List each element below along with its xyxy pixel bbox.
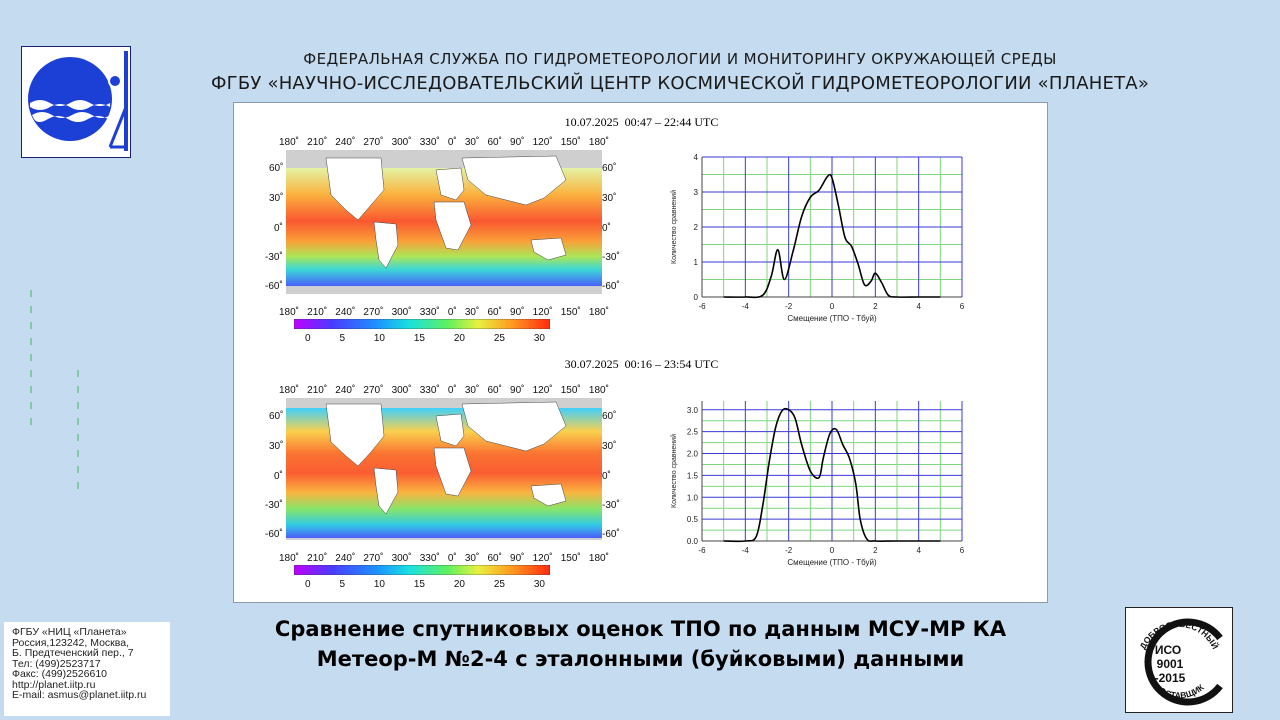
sst-field-1 xyxy=(286,150,602,302)
y-tick-label: 2 xyxy=(694,223,699,232)
series-line xyxy=(723,407,941,543)
planeta-logo xyxy=(21,46,131,158)
series-line xyxy=(723,173,941,299)
y-tick-label: 0.0 xyxy=(687,537,699,546)
contact-email[interactable]: E-mail: asmus@planet.iitp.ru xyxy=(12,689,147,701)
sst-field-2 xyxy=(286,398,602,550)
colorbar-2 xyxy=(294,565,550,575)
caption-line-2: Метеор-М №2-4 с эталонными (буйковыми) д… xyxy=(316,647,965,671)
y-tick-label: 4 xyxy=(694,153,699,162)
y-tick-label: 0.5 xyxy=(687,515,699,524)
contact-info: ФГБУ «НИЦ «Планета» Россия,123242, Москв… xyxy=(4,622,170,716)
y-axis-label: Количество сравнений xyxy=(670,190,678,264)
y-tick-label: 0 xyxy=(694,293,699,302)
x-tick-label: 2 xyxy=(873,302,878,311)
x-tick-label: -2 xyxy=(785,546,793,555)
x-tick-label: 4 xyxy=(916,546,921,555)
contact-line: Тел: (499)2523717 xyxy=(12,657,101,670)
colorbar-1 xyxy=(294,319,550,329)
map-lon-ticks-top: 180˚ 210˚ 240˚ 270˚ 300˚ 330˚ 0˚ 30˚ 60˚ 90˚ 120˚ 1… xyxy=(279,137,609,148)
x-tick-label: 6 xyxy=(960,546,965,555)
x-tick-label: 0 xyxy=(830,302,835,311)
y-tick-label: 3.0 xyxy=(687,406,699,415)
x-tick-label: -6 xyxy=(698,546,706,555)
x-tick-label: -4 xyxy=(742,302,750,311)
sst-map-1: 180˚ 210˚ 240˚ 270˚ 300˚ 330˚ 0˚ 30˚ 60˚ 90˚ 120˚ 1… xyxy=(265,137,620,344)
x-tick-label: 4 xyxy=(916,302,921,311)
date-label-1: 10.07.2025 00:47 – 22:44 UTC xyxy=(564,115,719,129)
map-lon-ticks-bottom: 180˚ 210˚ 240˚ 270˚ 300˚ 330˚ 0˚ 30˚ 60˚ 90˚ 120˚ 1… xyxy=(279,307,609,318)
svg-text:-2015: -2015 xyxy=(1155,671,1186,685)
y-tick-label: 3 xyxy=(694,188,699,197)
iso-certification-badge: ДОБРОСОВЕСТНЫЙ ПОСТАВЩИК ИСО 9001 -2015 xyxy=(1125,607,1233,713)
y-tick-label: 1 xyxy=(694,258,699,267)
x-tick-label: -6 xyxy=(698,302,706,311)
comparison-panel: 10.07.2025 00:47 – 22:44 UTC 180˚ 210˚ 240… xyxy=(233,102,1048,603)
sst-map-2: 180˚ 210˚ 240˚ 270˚ 300˚ 330˚ 0˚ 30˚ 60˚ 90˚ 120˚ 1… xyxy=(265,385,620,590)
svg-text:ИСО: ИСО xyxy=(1155,643,1181,657)
y-tick-label: 1.5 xyxy=(687,471,699,480)
header-line-1: ФЕДЕРАЛЬНАЯ СЛУЖБА ПО ГИДРОМЕТЕОРОЛОГИИ … xyxy=(303,50,1057,68)
histogram-chart-2: -6 -4 -2 0 2 4 6 0.0 0.5 1.0 1.5 2.0 2.5 3.0 Смещение … xyxy=(670,401,965,567)
date-label-2: 30.07.2025 00:16 – 23:54 UTC xyxy=(564,357,719,371)
x-tick-label: 2 xyxy=(873,546,878,555)
svg-text:9001: 9001 xyxy=(1157,657,1184,671)
map-lon-ticks-top: 180˚ 210˚ 240˚ 270˚ 300˚ 330˚ 0˚ 30˚ 60˚ 90˚ 120˚ 1… xyxy=(279,385,609,396)
map-lon-ticks-bottom: 180˚ 210˚ 240˚ 270˚ 300˚ 330˚ 0˚ 30˚ 60˚ 90˚ 120˚ 1… xyxy=(279,553,609,564)
x-axis-label: Смещение (ТПО - Тбуй) xyxy=(787,314,877,323)
header-line-2: ФГБУ «НАУЧНО-ИССЛЕДОВАТЕЛЬСКИЙ ЦЕНТР КОС… xyxy=(210,73,1150,94)
x-axis-label: Смещение (ТПО - Тбуй) xyxy=(787,558,877,567)
histogram-chart-1: -6 -4 -2 0 2 4 6 0 1 2 3 4 Смещение (ТПО - Тбуй) Коли… xyxy=(670,153,965,323)
contact-link[interactable]: http://planet.iitp.ru xyxy=(12,678,96,691)
y-axis-label: Количество сравнений xyxy=(670,434,678,508)
contact-line: ФГБУ «НИЦ «Планета» xyxy=(12,626,127,638)
x-tick-label: 0 xyxy=(830,546,835,555)
colorbar-ticks-2: 0 5 10 15 20 25 30 xyxy=(305,579,545,590)
contact-line: Б. Предтеченский пер., 7 xyxy=(12,647,134,659)
y-tick-label: 2.5 xyxy=(687,428,699,437)
decorative-dash-lines xyxy=(30,290,79,490)
caption-line-1: Сравнение спутниковых оценок ТПО по данн… xyxy=(274,617,1007,641)
colorbar-ticks-1: 0 5 10 15 20 25 30 xyxy=(305,333,545,344)
x-tick-label: -2 xyxy=(785,302,793,311)
x-tick-label: -4 xyxy=(742,546,750,555)
x-tick-label: 6 xyxy=(960,302,965,311)
contact-line: Факс: (499)2526610 xyxy=(12,668,108,680)
contact-line: Россия,123242, Москва, xyxy=(12,636,129,649)
y-tick-label: 1.0 xyxy=(687,493,699,502)
slide-caption: Сравнение спутниковых оценок ТПО по данн… xyxy=(233,614,1048,674)
y-tick-label: 2.0 xyxy=(687,450,699,459)
